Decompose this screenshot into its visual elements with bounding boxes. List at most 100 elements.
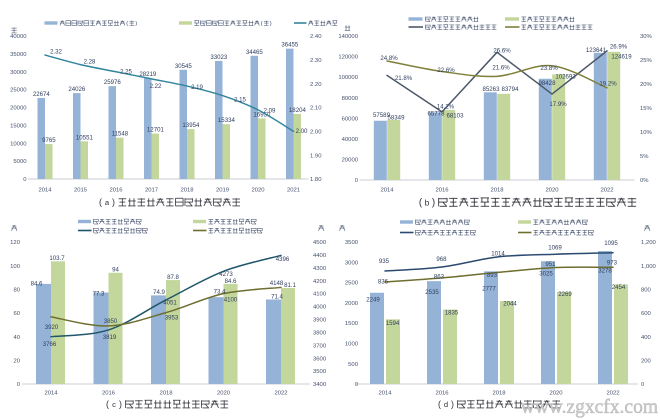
svg-text:5000: 5000 [13, 159, 27, 165]
svg-text:25976: 25976 [104, 79, 122, 86]
svg-text:4051: 4051 [163, 300, 177, 307]
svg-text:863: 863 [434, 273, 445, 280]
svg-text:2022: 2022 [274, 391, 287, 397]
svg-text:57589: 57589 [373, 112, 391, 119]
svg-text:120: 120 [10, 240, 21, 246]
svg-text:0: 0 [355, 178, 359, 184]
svg-text:2.25: 2.25 [120, 69, 132, 76]
svg-text:2249: 2249 [366, 296, 380, 303]
svg-text:951: 951 [545, 261, 556, 268]
svg-text:2014: 2014 [44, 391, 58, 397]
svg-text:0%: 0% [640, 178, 649, 184]
svg-text:): ) [135, 21, 137, 27]
svg-text:3900: 3900 [313, 318, 327, 324]
svg-text:2015: 2015 [74, 188, 88, 194]
svg-text:25000: 25000 [10, 88, 27, 94]
svg-text:3953: 3953 [165, 315, 179, 322]
svg-text:2777: 2777 [482, 286, 496, 293]
svg-text:0: 0 [17, 382, 21, 388]
svg-text:83794: 83794 [502, 86, 520, 93]
svg-text:1.80: 1.80 [310, 177, 322, 183]
svg-text:2020: 2020 [545, 188, 559, 194]
svg-text:123641: 123641 [586, 47, 607, 54]
svg-text:22.6%: 22.6% [437, 67, 455, 74]
svg-text:2014: 2014 [380, 188, 394, 194]
svg-text:2.00: 2.00 [296, 128, 308, 135]
svg-text:40000: 40000 [10, 34, 27, 40]
svg-text:9765: 9765 [42, 137, 56, 144]
svg-text:22674: 22674 [33, 91, 51, 98]
svg-text:25%: 25% [640, 58, 653, 64]
svg-text:4396: 4396 [276, 256, 290, 263]
svg-text:2.30: 2.30 [310, 58, 322, 64]
svg-text:2016: 2016 [109, 188, 123, 194]
svg-text:968: 968 [436, 256, 447, 263]
svg-text:4273: 4273 [219, 271, 233, 278]
svg-text:4148: 4148 [270, 280, 284, 287]
svg-text:2017: 2017 [145, 188, 158, 194]
svg-text:935: 935 [379, 258, 390, 265]
svg-text:10000: 10000 [10, 141, 27, 147]
svg-text:2019: 2019 [216, 188, 229, 194]
svg-text:2016: 2016 [102, 391, 116, 397]
svg-text:140000: 140000 [338, 34, 358, 40]
svg-text:0: 0 [23, 177, 27, 183]
svg-text:94: 94 [112, 267, 119, 274]
svg-text:(: ( [419, 197, 423, 208]
svg-text:c: c [112, 400, 116, 409]
svg-text:2020: 2020 [217, 391, 231, 397]
svg-text:(: ( [99, 197, 102, 207]
svg-text:2014: 2014 [378, 391, 392, 397]
svg-text:): ) [119, 399, 122, 409]
svg-text:2.28: 2.28 [84, 59, 96, 66]
svg-text:800: 800 [641, 287, 652, 293]
svg-text:100: 100 [10, 264, 21, 270]
svg-text:3025: 3025 [539, 271, 553, 278]
svg-text:2454: 2454 [612, 284, 626, 291]
svg-text:34465: 34465 [246, 49, 264, 56]
svg-text:13954: 13954 [182, 122, 200, 129]
svg-text:2.19: 2.19 [191, 84, 203, 91]
svg-text:2018: 2018 [492, 391, 506, 397]
svg-text:15000: 15000 [10, 124, 27, 130]
svg-text:4500: 4500 [313, 240, 327, 246]
svg-text:3278: 3278 [598, 267, 612, 274]
svg-text:36455: 36455 [281, 42, 299, 49]
svg-text:2535: 2535 [425, 289, 439, 296]
svg-text:a: a [105, 198, 110, 207]
svg-text:600: 600 [641, 311, 652, 317]
svg-text:21.8%: 21.8% [395, 75, 413, 82]
svg-text:30000: 30000 [10, 70, 27, 76]
svg-text:84.6: 84.6 [31, 280, 43, 287]
svg-text:3000: 3000 [345, 260, 359, 266]
svg-text:1835: 1835 [445, 310, 459, 317]
svg-text:26.6%: 26.6% [493, 48, 511, 55]
svg-text:71.4: 71.4 [271, 294, 283, 301]
svg-text:3920: 3920 [45, 324, 59, 331]
svg-text:87.8: 87.8 [167, 274, 179, 281]
svg-text:14.2%: 14.2% [437, 104, 455, 111]
svg-text:(: ( [261, 21, 263, 27]
svg-text:4100: 4100 [313, 292, 327, 298]
svg-text:58349: 58349 [388, 115, 406, 122]
svg-text:20000: 20000 [342, 158, 359, 164]
svg-text:2.32: 2.32 [50, 49, 62, 56]
svg-text:3500: 3500 [345, 240, 359, 246]
svg-text:2020: 2020 [251, 188, 265, 194]
svg-text:973: 973 [607, 260, 618, 267]
svg-text:20%: 20% [640, 82, 653, 88]
svg-text:1594: 1594 [386, 320, 400, 327]
svg-text:2022: 2022 [600, 188, 613, 194]
svg-text:100000: 100000 [338, 75, 358, 81]
svg-text:2022: 2022 [606, 391, 619, 397]
svg-text:2018: 2018 [159, 391, 173, 397]
svg-text:3700: 3700 [313, 343, 327, 349]
svg-text:11548: 11548 [112, 131, 129, 138]
svg-text:15%: 15% [640, 106, 653, 112]
svg-text:124619: 124619 [611, 54, 632, 61]
svg-text:2.10: 2.10 [310, 106, 322, 112]
svg-text:1014: 1014 [491, 251, 505, 258]
svg-text:(: ( [438, 399, 441, 409]
svg-text:103.7: 103.7 [49, 255, 65, 262]
svg-text:3800: 3800 [313, 331, 327, 337]
